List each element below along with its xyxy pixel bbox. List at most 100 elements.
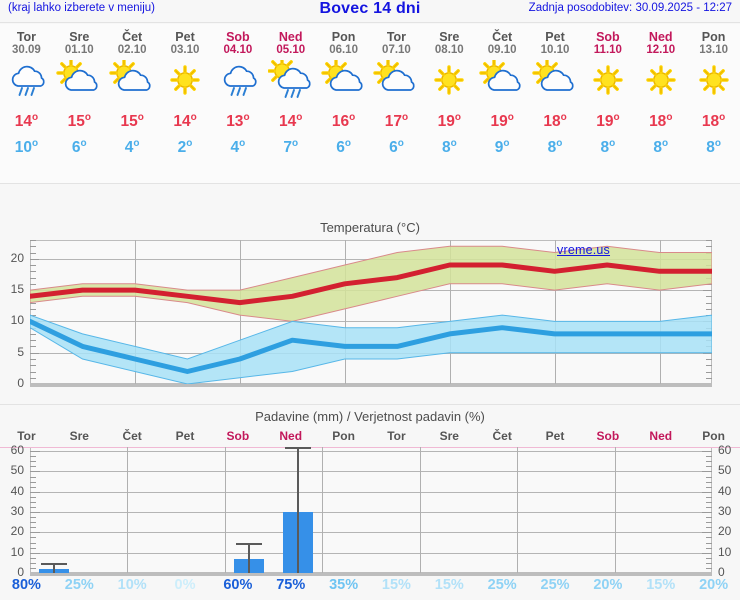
precipitation-tick-left [30, 451, 40, 453]
sun-cloud-icon [109, 58, 155, 104]
precipitation-gridline-h [30, 451, 712, 453]
min-temperature: 10o [14, 138, 39, 157]
day-date: 06.10 [329, 44, 358, 56]
precipitation-tick-right [706, 466, 712, 468]
precipitation-probability: 10% [117, 577, 147, 593]
precipitation-plot-area [30, 447, 712, 573]
daystrip-divider [0, 183, 740, 184]
temperature-tick-left [30, 365, 36, 367]
precipitation-day-label: Pet [175, 429, 195, 443]
precipitation-day-label: Tor [387, 429, 406, 443]
temperature-tick-left [30, 340, 36, 342]
precipitation-tick-left [30, 507, 36, 508]
precipitation-tick-left [30, 456, 36, 458]
sun-cloud-icon [532, 58, 578, 104]
temperature-gridline-v [344, 240, 346, 384]
precipitation-gridline-h [30, 552, 712, 554]
temperature-series-svg [30, 245, 712, 384]
temperature-gridline-v [554, 240, 556, 384]
precipitation-tick-left [30, 517, 36, 519]
day-date: 04.10 [223, 44, 253, 56]
temperature-tick-right [706, 359, 712, 360]
min-temperature: 6o [71, 138, 87, 157]
precipitation-tick-left [30, 542, 36, 544]
day-column: Sob 11.10 19o 8o [581, 24, 634, 183]
max-temperature: 19o [596, 112, 620, 131]
day-date: 05.10 [276, 44, 306, 56]
min-temperature: 8o [547, 138, 563, 157]
temperature-tick-left [30, 377, 36, 379]
rain-cloud-icon [215, 60, 261, 104]
precipitation-error-bar [53, 562, 56, 573]
precipitation-tick-left [30, 486, 36, 488]
max-temperature: 14o [173, 112, 197, 131]
temperature-divider [0, 404, 740, 405]
precipitation-gridline-h [30, 532, 712, 534]
day-column: Čet 02.10 15o 4o [106, 24, 159, 183]
temperature-tick-left [30, 246, 36, 248]
precipitation-y-label-left: 20 [10, 524, 24, 539]
precipitation-day-label: Sob [596, 429, 620, 443]
precipitation-probability: 25% [64, 577, 94, 593]
temperature-y-label: 5 [17, 344, 24, 359]
precipitation-probability: 60% [223, 577, 253, 593]
min-temperature: 4o [230, 138, 246, 157]
precipitation-y-label-right: 20 [718, 524, 732, 539]
precipitation-tick-right [706, 456, 712, 458]
precipitation-tick-left [30, 562, 36, 564]
temperature-tick-left [30, 271, 36, 273]
min-temperature: 2o [177, 138, 193, 157]
day-date: 08.10 [434, 44, 464, 56]
day-date: 11.10 [593, 44, 622, 56]
precipitation-tick-left [30, 501, 36, 503]
temperature-tick-left [30, 371, 36, 373]
precipitation-y-label-left: 40 [10, 483, 24, 498]
precipitation-day-label: Pon [332, 429, 355, 443]
temperature-tick-left [30, 302, 36, 304]
day-date: 07.10 [382, 44, 411, 56]
precipitation-probability: 15% [434, 577, 464, 593]
precipitation-tick-right [706, 481, 712, 483]
precipitation-day-labels: Tor Sre Čet Pet Sob Ned Pon Tor Sre Čet Pet Sob Ned P… [0, 429, 740, 443]
temperature-tick-right [706, 240, 712, 241]
day-name: Čet [122, 30, 143, 44]
page-title: Bovec 14 dni [319, 0, 421, 17]
precipitation-tick-left [30, 522, 36, 524]
precipitation-tick-right [706, 567, 712, 569]
max-temperature: 18o [649, 112, 673, 131]
day-date: 12.10 [646, 44, 676, 56]
temperature-tick-right [706, 246, 712, 248]
day-column: Pon 13.10 18o 8o [687, 24, 740, 183]
temperature-tick-left [30, 277, 36, 279]
precipitation-day-label: Ned [279, 429, 303, 443]
sun-cloud-icon [320, 58, 367, 104]
day-name: Pet [545, 30, 565, 44]
temperature-tick-left [30, 252, 36, 254]
day-column: Pet 03.10 14o 2o [159, 24, 212, 183]
precipitation-panel: Padavine (mm) / Verjetnost padavin (%) T… [0, 405, 740, 600]
day-name: Sre [69, 30, 90, 44]
min-temperature: 9o [494, 138, 510, 157]
precipitation-tick-right [706, 522, 712, 524]
precipitation-y-label-left: 50 [10, 463, 24, 478]
temperature-gridline-h [30, 321, 712, 323]
precipitation-tick-left [30, 552, 40, 554]
sun-icon [426, 60, 472, 104]
precipitation-tick-right [702, 451, 712, 453]
max-temperature: 15o [120, 112, 144, 131]
temperature-y-label: 15 [10, 282, 24, 297]
precipitation-probability: 75% [276, 577, 306, 593]
day-column: Tor 30.09 14o 10o [0, 24, 53, 183]
temperature-panel: Temperatura (°C) 0 5 10 15 20 vreme.us [0, 192, 740, 404]
sun-icon [162, 60, 208, 104]
precipitation-error-bar [248, 542, 251, 573]
precipitation-y-label-left: 0 [17, 565, 24, 579]
precipitation-probability: 25% [540, 577, 570, 593]
precipitation-error-bar [296, 447, 299, 573]
max-temperature: 16o [331, 112, 356, 131]
precipitation-tick-left [30, 512, 40, 513]
precipitation-probability: 20% [699, 577, 729, 593]
precipitation-tick-left [30, 491, 40, 493]
precipitation-day-label: Pet [545, 429, 565, 443]
